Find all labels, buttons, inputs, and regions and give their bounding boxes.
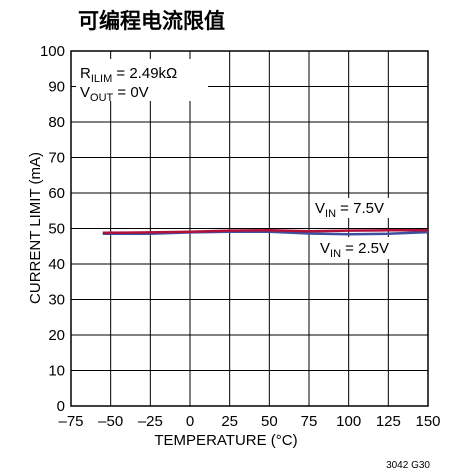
y-tick-label: 0: [57, 398, 65, 415]
x-tick-label: 0: [186, 413, 194, 430]
y-tick-label: 30: [48, 292, 65, 309]
y-tick-label: 70: [48, 150, 65, 167]
figure-id: 3042 G30: [386, 460, 430, 471]
y-tick-label: 80: [48, 114, 65, 131]
y-tick-labels: 0 10 20 30 40 50 60 70 80 90 100: [40, 43, 65, 415]
series-line: [102, 229, 428, 235]
vin-low-annotation: VIN = 2.5V: [320, 240, 389, 260]
x-tick-label: 125: [376, 413, 401, 430]
x-tick-label: –50: [98, 413, 123, 430]
x-tick-label: –75: [58, 413, 83, 430]
y-axis-label: CURRENT LIMIT (mA): [27, 152, 44, 304]
y-tick-label: 60: [48, 185, 65, 202]
x-tick-label: 100: [336, 413, 361, 430]
x-tick-label: 50: [261, 413, 278, 430]
y-tick-label: 90: [48, 79, 65, 96]
x-tick-label: 75: [301, 413, 318, 430]
x-axis-label: TEMPERATURE (°C): [154, 432, 297, 449]
y-tick-label: 50: [48, 221, 65, 238]
series-lines: [102, 229, 429, 236]
y-tick-label: 10: [48, 363, 65, 380]
annotation-box: [76, 59, 208, 101]
chart-title: 可编程电流限值: [78, 9, 225, 33]
grid: [70, 50, 429, 407]
y-tick-label: 100: [40, 43, 65, 60]
vin-high-annotation: VIN = 7.5V: [315, 200, 384, 220]
y-tick-label: 40: [48, 256, 65, 273]
plot-frame: [70, 50, 429, 407]
vin-low-label-bg: [316, 237, 400, 259]
x-tick-label: –25: [138, 413, 163, 430]
x-tick-labels: –75 –50 –25 0 25 50 75 100 125 150: [58, 413, 440, 430]
vin-high-label-bg: [311, 198, 405, 218]
rilim-annotation: RILIM = 2.49kΩ: [80, 65, 177, 85]
x-tick-label: 150: [415, 413, 440, 430]
y-tick-label: 20: [48, 327, 65, 344]
vout-annotation: VOUT = 0V: [80, 84, 149, 104]
x-tick-label: 25: [221, 413, 238, 430]
